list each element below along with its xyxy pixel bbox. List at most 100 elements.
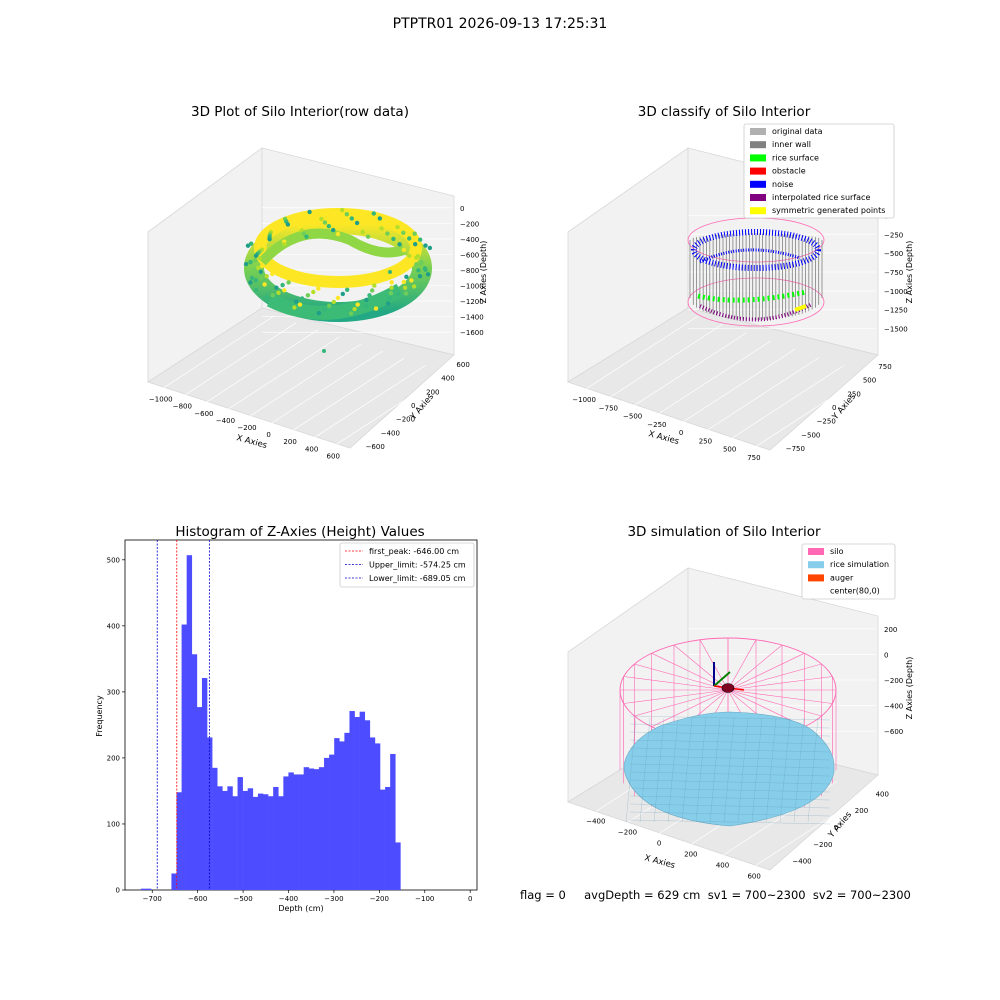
mesh-line — [629, 755, 831, 761]
classify-legend-swatch — [750, 128, 766, 135]
point — [258, 269, 263, 274]
histogram-bar — [201, 678, 208, 890]
y-tick-label: −400 — [381, 429, 400, 437]
point — [253, 253, 259, 258]
raw-tick-labels: −1000−800−600−400−2000200400600−600−400−… — [149, 205, 484, 461]
point — [259, 263, 265, 269]
x-tick-label: 0 — [679, 429, 683, 437]
raw-zlabel: Z Axies (Depth) — [479, 241, 488, 304]
histogram-xlabel: Depth (cm) — [278, 904, 323, 913]
y-tick-label: −600 — [366, 443, 385, 451]
x-tick-label: 200 — [283, 438, 296, 446]
mesh-line — [629, 803, 831, 809]
z-tick-label: −500 — [884, 250, 903, 258]
y-tick-label: 500 — [863, 377, 876, 385]
histogram-bar — [186, 555, 193, 890]
histogram-bar — [369, 737, 376, 890]
point — [282, 242, 287, 247]
mesh-line — [751, 717, 763, 823]
raw-scatter-dots — [243, 207, 433, 353]
histogram-bar — [145, 888, 152, 890]
point — [413, 242, 418, 247]
point — [360, 229, 365, 235]
point — [414, 262, 419, 267]
point — [389, 219, 394, 224]
z-tick-label: −1200 — [460, 298, 484, 306]
point — [423, 267, 428, 272]
mesh-line — [681, 717, 693, 823]
point — [373, 306, 379, 311]
histogram-title: Histogram of Z-Axies (Height) Values — [175, 524, 424, 540]
outlier-point — [364, 304, 368, 308]
histogram-bar — [329, 754, 335, 890]
classify-legend-label: obstacle — [772, 167, 806, 176]
mesh-line — [737, 717, 749, 823]
x-gridline — [656, 340, 772, 416]
histogram-bar — [359, 711, 366, 890]
histogram-bar — [364, 720, 371, 890]
simulation-legend-label: auger — [830, 573, 854, 582]
z-tick-label: 0 — [884, 651, 888, 659]
x-gridline — [583, 315, 699, 391]
x-tick-label: −600 — [188, 895, 207, 903]
mesh-line — [765, 717, 777, 823]
auger-marker — [713, 662, 745, 693]
z-tick-label: 0 — [460, 205, 464, 213]
mesh-line — [629, 771, 831, 777]
x-tick-label: −250 — [647, 421, 666, 429]
simulation-panel: 3D simulation of Silo Interior −400 −200 0… — [567, 524, 914, 881]
point — [243, 261, 249, 267]
z-tick-label: −600 — [460, 251, 479, 259]
x-tick-label: −500 — [623, 413, 642, 421]
x-tick-label: 250 — [699, 437, 712, 445]
point — [411, 284, 417, 289]
z-tick-label: −200 — [460, 220, 479, 228]
point — [270, 271, 275, 277]
histogram-legend-label: Lower_limit: -689.05 cm — [369, 574, 466, 583]
x-tick-label: −600 — [194, 410, 213, 418]
x-gridline — [225, 336, 340, 412]
histogram-bar — [308, 768, 315, 890]
x-tick-label: −400 — [279, 895, 298, 903]
inner-wall-lines — [689, 233, 823, 320]
point — [423, 243, 428, 248]
histogram-bar — [191, 654, 198, 890]
mesh-line — [667, 717, 679, 823]
point — [316, 286, 321, 291]
point — [373, 221, 379, 226]
simulation-xlabel: X Axies — [643, 853, 676, 871]
histogram-bar — [293, 774, 299, 890]
x-tick-label: 200 — [684, 851, 697, 859]
x-tick-label: −750 — [599, 404, 618, 412]
histogram-bar — [283, 776, 289, 890]
point — [257, 256, 262, 261]
histogram-bar — [222, 790, 228, 890]
silo-spoke — [727, 689, 822, 717]
point — [340, 207, 345, 213]
point — [253, 278, 258, 283]
classify-panel: 3D classify of Silo Interior −1000−750−5… — [567, 104, 914, 462]
histogram-bars — [140, 555, 401, 890]
x-tick-label: −1000 — [572, 396, 596, 404]
y-tick-label: 500 — [107, 556, 120, 564]
classify-point-cloud — [687, 217, 825, 327]
x-gridline — [160, 315, 275, 390]
y-tick-label: 250 — [847, 390, 860, 398]
mesh-line — [807, 717, 819, 823]
point — [355, 302, 360, 307]
mesh-line — [629, 779, 831, 785]
x-tick-label: −400 — [216, 417, 235, 425]
simulation-legend: silo rice simulation auger center(80,0) — [801, 543, 896, 600]
point — [274, 285, 279, 290]
x-tick-label: −200 — [370, 895, 389, 903]
x-gridline — [632, 332, 747, 407]
histogram-bar — [212, 767, 218, 890]
point — [370, 288, 375, 293]
z-tick-label: −200 — [884, 677, 903, 685]
y-tick-label: −400 — [792, 858, 811, 866]
point — [326, 224, 331, 229]
point — [397, 242, 402, 247]
x-tick-label: 400 — [305, 445, 318, 453]
classify-legend-label: inner wall — [772, 140, 811, 149]
